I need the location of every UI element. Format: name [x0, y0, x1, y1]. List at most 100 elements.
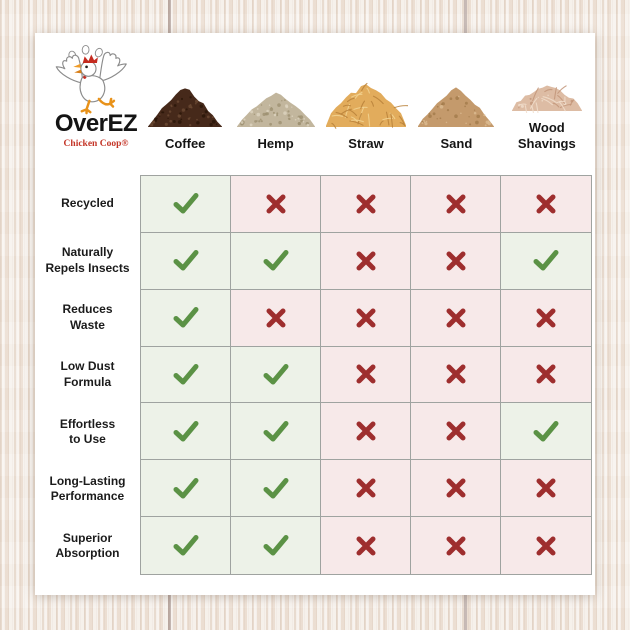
check-icon — [533, 420, 559, 442]
cross-icon — [536, 308, 556, 328]
cross-icon — [536, 364, 556, 384]
row-label-reduces-waste: Reduces Waste — [62, 302, 113, 332]
cross-icon — [446, 308, 465, 328]
logo-title: OverEZ — [54, 110, 138, 137]
matrix-cell-r1-c4 — [411, 176, 501, 233]
matrix-cell-r2-c3 — [321, 232, 411, 290]
column-label: Wood Shavings — [517, 120, 576, 152]
cross-icon — [356, 536, 375, 556]
cross-icon — [446, 478, 465, 498]
cross-icon — [446, 251, 465, 271]
column-header-sand: Sand — [411, 61, 501, 153]
matrix-cell-r6-c3 — [321, 460, 411, 518]
matrix-cell-r5-c1 — [141, 403, 231, 461]
matrix-cell-r4-c1 — [141, 346, 231, 404]
coffee-pile-image — [148, 88, 223, 128]
column-label: Sand — [440, 136, 473, 152]
cross-icon — [446, 194, 465, 214]
matrix-cell-r5-c2 — [231, 403, 321, 461]
column-header-coffee: Coffee — [140, 61, 230, 153]
cross-icon — [536, 536, 556, 556]
row-label-recycled: Recycled — [61, 195, 114, 210]
check-icon — [263, 250, 288, 271]
check-icon — [173, 420, 198, 442]
matrix-cell-r5-c3 — [321, 403, 411, 461]
matrix-cell-r4-c2 — [231, 346, 321, 404]
row-labels: Recycled Naturally Repels Insects Reduces … — [35, 175, 140, 575]
matrix-cell-r4-c5 — [501, 346, 591, 404]
row-label-naturally-repels-insects: Naturally Repels Insects — [45, 245, 130, 275]
column-label: Hemp — [257, 136, 294, 152]
matrix-cell-r7-c3 — [321, 517, 411, 574]
cross-icon — [446, 364, 465, 384]
logo-subtitle: Chicken Coop® — [63, 139, 129, 149]
check-icon — [263, 363, 288, 385]
column-header-hemp: Hemp — [230, 61, 320, 153]
chicken-mascot-icon — [55, 44, 127, 115]
cross-icon — [356, 194, 375, 214]
column-headers: Coffee Hemp Straw Sand Wood Shavings — [140, 61, 592, 153]
wood-shavings-pile-image — [511, 85, 582, 113]
matrix-cell-r1-c5 — [501, 176, 591, 233]
matrix-cell-r2-c2 — [231, 232, 321, 290]
matrix-cell-r6-c5 — [501, 460, 591, 518]
check-icon — [173, 193, 198, 214]
comb — [82, 54, 98, 64]
check-icon — [263, 535, 288, 556]
overez-logo: OverEZ Chicken Coop® — [41, 43, 151, 149]
check-icon — [263, 477, 288, 499]
matrix-cell-r3-c1 — [141, 289, 231, 347]
matrix-cell-r2-c5 — [501, 232, 591, 290]
check-icon — [173, 535, 198, 556]
cross-icon — [536, 194, 556, 214]
matrix-cell-r2-c1 — [141, 232, 231, 290]
column-label: Straw — [348, 136, 384, 152]
cross-icon — [266, 194, 285, 214]
matrix-cell-r6-c4 — [411, 460, 501, 518]
comparison-card: OverEZ Chicken Coop® Coffee Hemp Straw Sand… — [35, 33, 595, 595]
matrix-cell-r4-c3 — [321, 346, 411, 404]
column-label: Coffee — [164, 136, 206, 152]
matrix-cell-r6-c1 — [141, 460, 231, 518]
cross-icon — [356, 364, 375, 384]
check-icon — [173, 477, 198, 499]
row-label-low-dust-formula: Low Dust Formula — [60, 359, 115, 389]
matrix-cell-r7-c4 — [411, 517, 501, 574]
cross-icon — [356, 478, 375, 498]
matrix-cell-r5-c5 — [501, 403, 591, 461]
check-icon — [263, 420, 288, 442]
check-icon — [533, 250, 559, 271]
cross-icon — [356, 251, 375, 271]
comparison-grid — [140, 175, 592, 575]
cross-icon — [446, 536, 465, 556]
cross-icon — [266, 308, 285, 328]
cross-icon — [536, 478, 556, 498]
check-icon — [173, 307, 198, 328]
matrix-cell-r7-c1 — [141, 517, 231, 574]
row-label-effortless-to-use: Effortless to Use — [59, 416, 116, 447]
row-label-superior-absorption: Superior Absorption — [55, 530, 120, 561]
check-icon — [173, 250, 198, 271]
matrix-cell-r4-c4 — [411, 346, 501, 404]
matrix-cell-r7-c2 — [231, 517, 321, 574]
straw-pile-image — [325, 83, 408, 130]
check-icon — [173, 363, 198, 385]
matrix-cell-r5-c4 — [411, 403, 501, 461]
cross-icon — [356, 308, 375, 328]
matrix-cell-r3-c3 — [321, 289, 411, 347]
row-label-long-lasting-performance: Long-Lasting Performance — [49, 473, 126, 504]
cross-icon — [356, 421, 375, 441]
matrix-cell-r2-c4 — [411, 232, 501, 290]
column-header-wood-shavings: Wood Shavings — [502, 61, 592, 153]
matrix-cell-r1-c2 — [231, 176, 321, 233]
matrix-cell-r1-c1 — [141, 176, 231, 233]
cross-icon — [446, 421, 465, 441]
matrix-cell-r3-c4 — [411, 289, 501, 347]
hemp-pile-image — [236, 92, 315, 128]
matrix-cell-r1-c3 — [321, 176, 411, 233]
matrix-cell-r3-c2 — [231, 289, 321, 347]
matrix-cell-r6-c2 — [231, 460, 321, 518]
matrix-cell-r7-c5 — [501, 517, 591, 574]
matrix-cell-r3-c5 — [501, 289, 591, 347]
sand-pile-image — [418, 87, 495, 128]
